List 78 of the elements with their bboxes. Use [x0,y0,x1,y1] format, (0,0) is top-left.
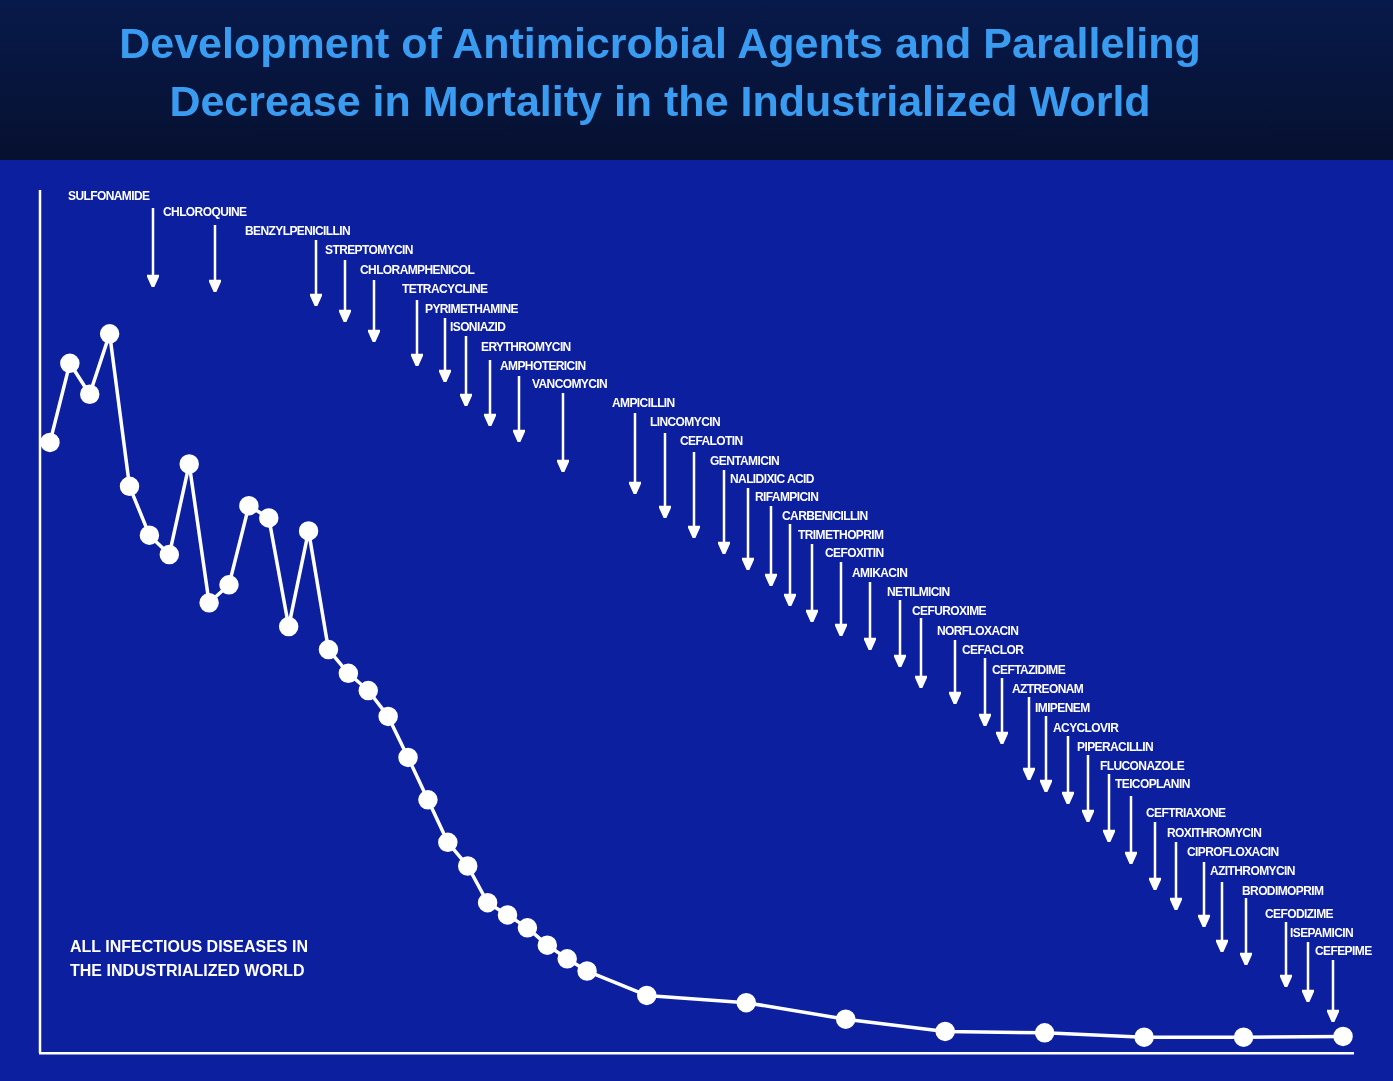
annotation: CARBENICILLIN [782,509,868,523]
point [418,790,438,810]
annotation: LINCOMYCIN [650,415,720,429]
chart-title: Development of Antimicrobial Agents and Paralleling Decrease in Mortality in the Industrialized World [118,18,1202,127]
point [239,495,259,516]
point [119,476,140,497]
annotation: VANCOMYCIN [532,377,608,391]
point [1034,1023,1055,1043]
annotation: CIPROFLOXACIN [1187,845,1279,859]
point [40,432,60,453]
point [358,680,378,701]
annotation: TRIMETHOPRIM [798,528,884,542]
point [159,544,180,565]
point [338,663,359,684]
text: TETRACYCLINE [402,282,488,296]
annotation: CEFALOTIN [680,434,743,448]
text: STREPTOMYCIN [325,243,413,257]
annotation: ROXITHROMYCIN [1167,826,1262,840]
point [438,832,458,853]
point [219,575,239,595]
annotation: PIPERACILLIN [1077,740,1154,754]
point [378,706,398,727]
point [1134,1027,1154,1047]
annotation: CEFTRIAXONE [1146,806,1226,820]
text: CHLOROQUINE [163,205,247,219]
point [278,616,299,637]
point [60,353,80,374]
point [577,961,597,981]
annotation: NETILMICIN [887,585,950,599]
annotation: ISONIAZID [450,320,506,334]
annotation: AMPICILLIN [612,396,675,410]
point [637,985,657,1006]
annotation: NALIDIXIC ACID [730,472,814,486]
annotation: CEFOXITIN [825,546,884,560]
point [259,508,279,528]
point [736,992,756,1013]
annotation: ISEPAMICIN [1290,926,1354,940]
annotation: AZITHROMYCIN [1210,864,1295,878]
point [398,747,418,768]
annotation: AMPHOTERICIN [500,359,586,373]
point [517,918,538,938]
annotation: RIFAMPICIN [755,490,819,504]
text: SULFONAMIDE [68,189,150,203]
point [139,525,160,545]
annotation: CEFEPIME [1315,944,1372,958]
point [1233,1027,1254,1047]
point [318,639,339,660]
annotation: FLUCONAZOLE [1100,759,1185,773]
annotation: CEFACLOR [962,643,1024,657]
point [199,593,219,613]
text: PYRIMETHAMINE [425,302,518,316]
point [99,324,120,344]
point [179,454,199,474]
annotation: BRODIMOPRIM [1242,884,1324,898]
point [457,856,478,876]
point [537,935,558,955]
text: ALL INFECTIOUS DISEASES IN THE INDUSTRIALIZED WORLD [70,938,308,980]
annotation: AZTREONAM [1012,682,1084,696]
annotation: CEFUROXIME [912,604,987,618]
annotation: ACYCLOVIR [1053,721,1119,735]
point [298,521,319,541]
annotation: IMIPENEM [1035,701,1090,715]
annotation: TEICOPLANIN [1115,777,1190,791]
point [79,384,100,404]
annotation: ERYTHROMYCIN [481,340,571,354]
annotation: NORFLOXACIN [937,624,1019,638]
annotation: GENTAMICIN [710,454,780,468]
point [477,892,498,913]
point [1333,1026,1353,1047]
annotation: CEFTAZIDIME [992,663,1066,677]
point [835,1009,856,1029]
point [557,949,577,969]
annotation: CEFODIZIME [1265,907,1333,921]
text: BENZYLPENICILLIN [245,224,351,238]
point [935,1021,955,1042]
text: CHLORAMPHENICOL [360,263,475,277]
point [497,905,518,925]
annotation: AMIKACIN [852,566,908,580]
